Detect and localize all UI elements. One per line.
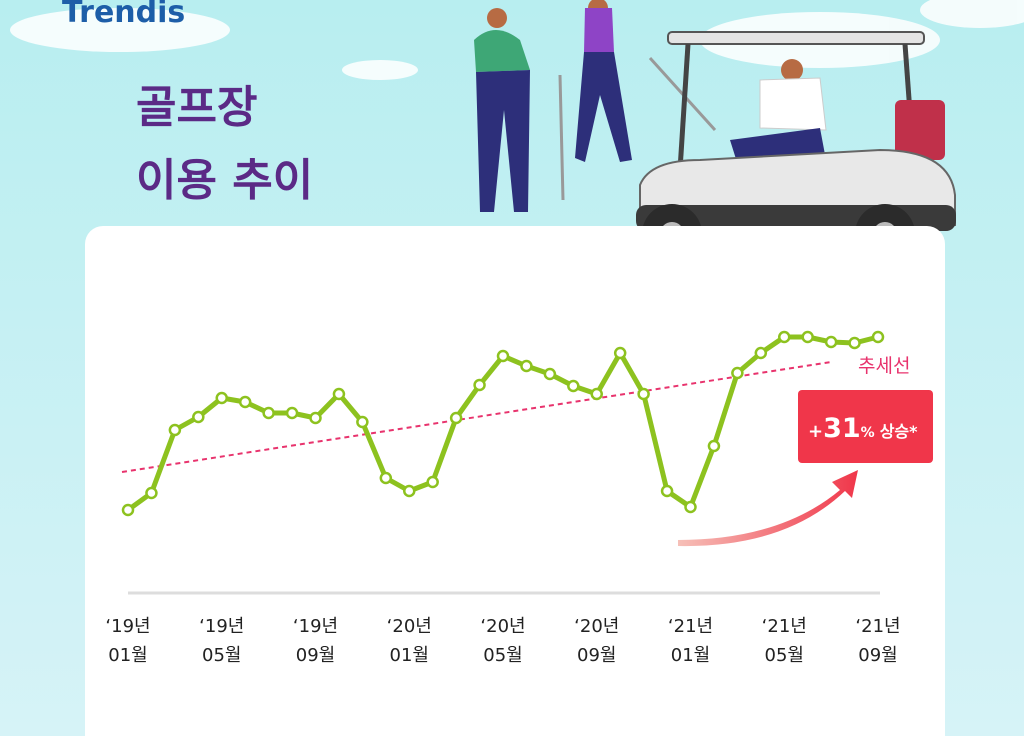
annotation-box <box>798 390 933 463</box>
point <box>801 330 814 344</box>
point <box>848 336 861 350</box>
point <box>285 406 299 420</box>
point <box>379 471 393 485</box>
point <box>121 503 135 517</box>
x-tick-label: ‘21년 05월 <box>761 616 807 666</box>
plot-area: 추세선 +31% 상승* <box>121 330 933 517</box>
annotation-prefix: + <box>808 421 823 442</box>
point <box>543 367 557 381</box>
point <box>567 379 580 393</box>
point <box>590 387 603 401</box>
point <box>660 484 674 498</box>
point <box>168 423 182 437</box>
title-line: 이용 추이 <box>136 155 313 206</box>
point <box>473 378 486 392</box>
x-tick-label: ‘21년 01월 <box>667 616 714 666</box>
x-tick-label: ‘20년 09월 <box>574 616 620 666</box>
point <box>520 359 533 373</box>
golfers-illustration <box>474 0 717 212</box>
point <box>684 500 697 514</box>
point <box>145 486 158 500</box>
x-tick-label: ‘19년 01월 <box>105 616 151 666</box>
trend-label: 추세선 <box>858 355 910 377</box>
point <box>215 391 228 405</box>
point <box>356 415 369 429</box>
annotation-text: 상승* <box>880 422 918 441</box>
x-tick-label: ‘20년 05월 <box>480 616 526 666</box>
rise-arrow <box>678 470 858 547</box>
point <box>426 475 439 489</box>
point <box>262 406 275 420</box>
logo: Trendis <box>62 0 185 30</box>
annotation-text: +31% 상승* <box>808 413 918 444</box>
point <box>403 484 416 498</box>
x-tick-label: ‘19년 09월 <box>292 616 339 666</box>
x-tick-label: ‘21년 09월 <box>855 616 901 666</box>
point <box>613 346 627 360</box>
point <box>778 330 791 344</box>
point <box>238 395 252 409</box>
point <box>754 346 768 360</box>
x-tick-label: ‘20년 01월 <box>386 616 432 666</box>
title-line: 골프장 <box>136 82 257 133</box>
point <box>332 387 346 401</box>
point <box>496 349 510 363</box>
x-tick-label: ‘19년 05월 <box>199 616 245 666</box>
trend-line <box>121 361 832 473</box>
annotation-value: 31 <box>823 413 861 444</box>
golf-cart-illustration <box>636 31 956 264</box>
chart-card <box>85 226 945 736</box>
point <box>871 330 885 344</box>
point <box>637 387 650 401</box>
point <box>309 411 322 425</box>
point <box>707 439 721 453</box>
point <box>824 335 838 349</box>
point <box>731 366 744 380</box>
point <box>192 410 205 424</box>
annotation-unit: % <box>861 425 875 441</box>
point <box>449 411 463 425</box>
